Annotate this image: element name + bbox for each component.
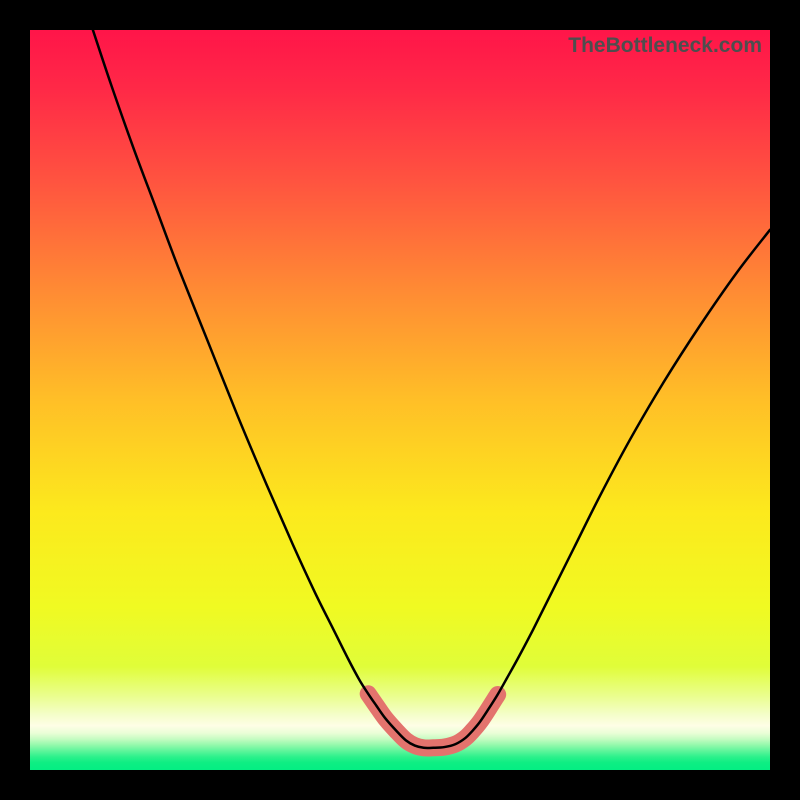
chart-frame: TheBottleneck.com [0,0,800,800]
plot-area: TheBottleneck.com [30,30,770,770]
chart-svg [30,30,770,770]
bottleneck-curve [93,30,770,748]
